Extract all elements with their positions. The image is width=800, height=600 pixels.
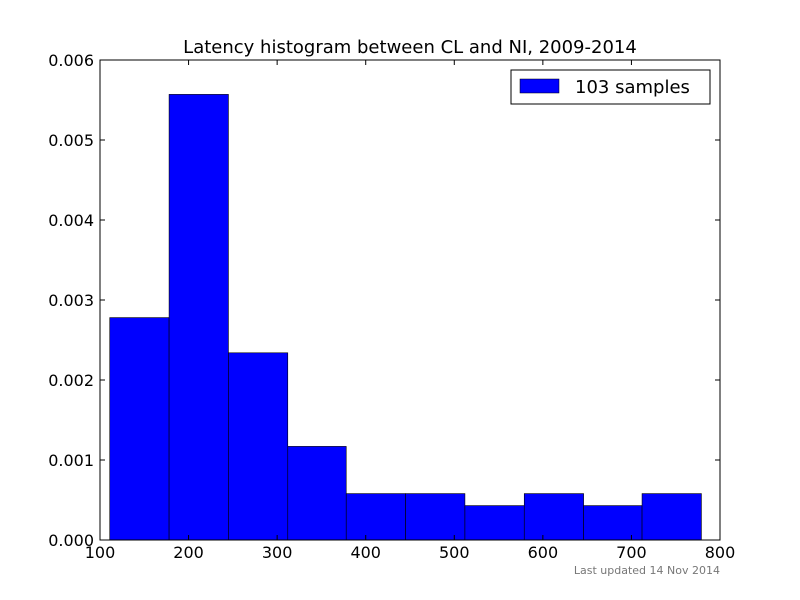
bars-layer [109, 94, 702, 541]
histogram-bar-8 [523, 493, 584, 541]
histogram-bar-7 [464, 505, 525, 541]
histogram-bar-9 [583, 505, 643, 541]
histogram-bar-6 [405, 493, 466, 541]
x-tick-label: 200 [173, 543, 204, 562]
histogram-bar-10 [641, 493, 702, 541]
histogram-bar-2 [168, 94, 229, 541]
x-tick-label: 300 [262, 543, 293, 562]
x-tick-label: 600 [528, 543, 559, 562]
chart-title: Latency histogram between CL and NI, 200… [183, 37, 637, 58]
y-tick-label: 0.002 [48, 371, 94, 390]
legend-swatch [519, 78, 560, 94]
histogram-bar-3 [228, 352, 289, 541]
legend: 103 samples [510, 69, 711, 105]
histogram-bar-5 [345, 493, 406, 541]
histogram-bar-1 [109, 317, 170, 541]
y-tick-label: 0.005 [48, 131, 94, 150]
y-tick-label: 0.006 [48, 51, 94, 70]
x-tick-label: 400 [350, 543, 381, 562]
y-tick-label: 0.000 [48, 531, 94, 550]
x-tick-label: 100 [85, 543, 116, 562]
x-tick-label: 500 [439, 543, 470, 562]
y-tick-label: 0.004 [48, 211, 94, 230]
x-tick-label: 800 [705, 543, 736, 562]
legend-label: 103 samples [575, 77, 690, 98]
footnote: Last updated 14 Nov 2014 [574, 564, 720, 577]
x-tick-label: 700 [616, 543, 647, 562]
y-tick-label: 0.001 [48, 451, 94, 470]
y-tick-label: 0.003 [48, 291, 94, 310]
histogram-bar-4 [287, 446, 347, 541]
ticks-layer: 100 200 300 400 500 600 700 800 0.000 0.001 0.002 0… [48, 51, 735, 562]
